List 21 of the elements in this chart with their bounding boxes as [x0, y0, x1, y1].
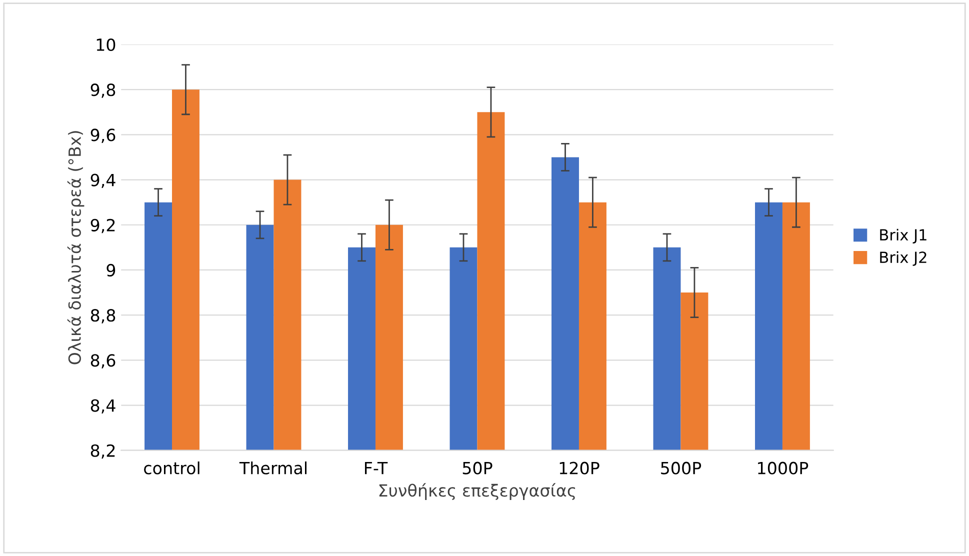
x-axis-title: Συνθήκες επεξεργασίας — [379, 483, 576, 500]
x-tick-label: F-T — [364, 462, 388, 474]
x-tick-label: 500P — [661, 462, 702, 474]
y-tick-label: 9,8 — [90, 84, 116, 98]
legend-label: Brix J2 — [880, 251, 926, 266]
y-tick-label: 9,6 — [90, 128, 116, 143]
y-tick-label: 9,2 — [90, 218, 115, 234]
y-tick-label: 8,6 — [90, 354, 116, 368]
y-tick-label: 8,2 — [90, 444, 115, 459]
x-tick-label: Thermal — [239, 461, 306, 474]
y-tick-label: 8,4 — [90, 399, 116, 414]
x-tick-label: 120P — [560, 462, 600, 474]
x-tick-label: 50P — [462, 462, 492, 474]
x-tick-label: control — [144, 461, 200, 474]
legend-label: Brix J1 — [880, 228, 926, 244]
y-axis-title: Ολικά διαλυτά στερεά (°Bx) — [67, 131, 84, 364]
y-tick-label: 9,4 — [90, 174, 116, 188]
y-tick-label: 10 — [96, 38, 116, 52]
y-tick-label: 8,8 — [90, 309, 116, 324]
y-tick-label: 9 — [106, 264, 116, 277]
x-tick-label: 1000P — [758, 462, 808, 474]
